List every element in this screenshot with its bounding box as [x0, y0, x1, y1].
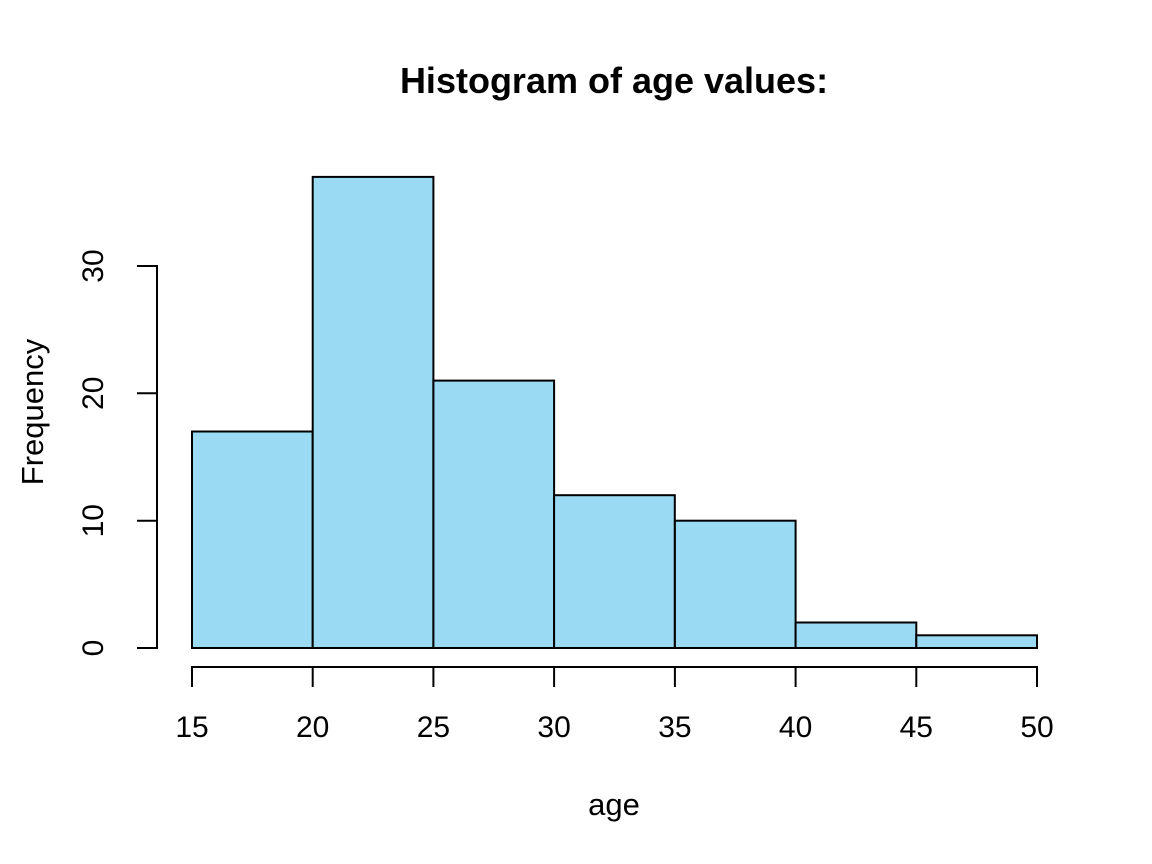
histogram-bar — [311, 175, 435, 649]
bars-layer — [191, 175, 1038, 650]
histogram-bar — [553, 494, 676, 650]
x-tick-label: 20 — [296, 711, 329, 744]
x-tick-label: 35 — [658, 711, 691, 744]
histogram-bar — [794, 621, 918, 649]
x-axis-label: age — [588, 787, 640, 822]
x-tick-label: 40 — [779, 711, 812, 744]
x-tick-label: 15 — [175, 711, 208, 744]
y-tick-label: 30 — [77, 249, 110, 282]
x-tick-label: 50 — [1020, 711, 1053, 744]
y-tick-label: 0 — [77, 640, 110, 657]
histogram-bar — [673, 519, 797, 650]
y-tick-label: 20 — [77, 377, 110, 410]
x-tick-label: 25 — [417, 711, 450, 744]
y-axis-label: Frequency — [15, 338, 50, 485]
histogram-bar — [191, 430, 314, 649]
x-tick-label: 30 — [537, 711, 570, 744]
y-tick-label: 10 — [77, 504, 110, 537]
histogram-bar — [915, 634, 1038, 649]
axes-layer: 15 20 25 30 35 40 45 50 0 10 20 30 — [77, 249, 1054, 744]
chart-title: Histogram of age values: — [400, 60, 828, 101]
x-tick-label: 45 — [900, 711, 933, 744]
histogram-bar — [432, 379, 556, 649]
